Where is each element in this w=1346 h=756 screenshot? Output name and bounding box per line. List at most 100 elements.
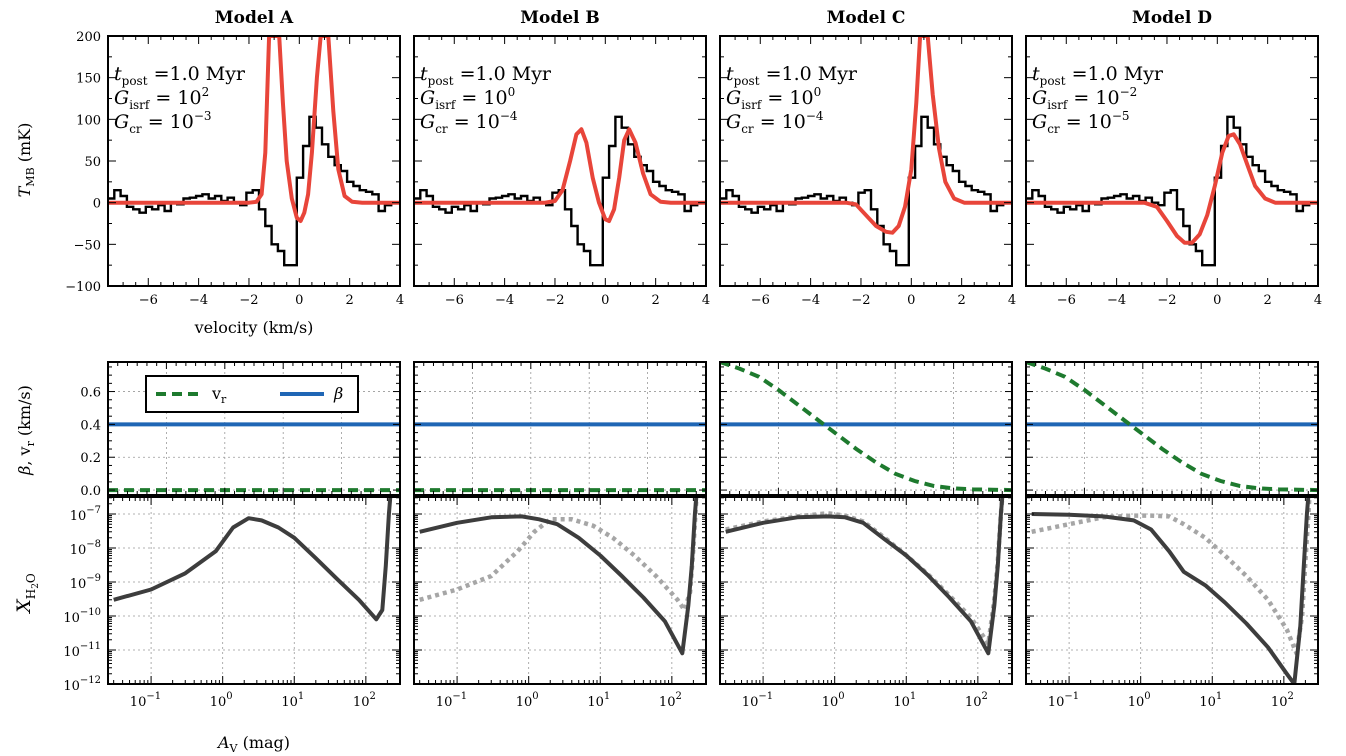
av-tick-label: 102 [1271, 691, 1294, 710]
abundance-clip [720, 497, 1012, 684]
legend-vr-label: vr [211, 384, 227, 406]
av-tick-label: 100 [822, 691, 845, 710]
abundance-tick-label: 10−12 [63, 675, 101, 694]
av-tick-label: 102 [659, 691, 682, 710]
av-tick-label: 102 [965, 691, 988, 710]
velocity-profile-plot [1025, 361, 1319, 496]
bottom-x-label: AV (mag) [216, 733, 290, 755]
abundance-dotted-line [419, 497, 699, 613]
velocity-clip [1026, 362, 1318, 495]
velocity-tick-label: −4 [801, 293, 820, 308]
velocity-tick-label: −2 [545, 293, 564, 308]
model-spectrum-line [720, 36, 1012, 235]
tmb-tick-label: 50 [84, 155, 101, 170]
abundance-tick-label: 10−10 [63, 607, 101, 626]
observed-spectrum-line [720, 115, 1010, 267]
model-spectrum-line [1026, 132, 1318, 245]
panel-title: Model D [1132, 8, 1212, 28]
mid-tick-label: 0.0 [80, 484, 101, 499]
av-tick-label: 101 [893, 691, 916, 710]
velocity-tick-label: 2 [346, 293, 354, 308]
annotation-t-post: tpost =1.0 Myr [420, 63, 552, 88]
velocity-tick-label: 2 [958, 293, 966, 308]
velocity-tick-label: 0 [295, 293, 303, 308]
abundance-tick-label: 10−11 [63, 641, 101, 660]
av-tick-label: 100 [516, 691, 539, 710]
annotation-t-post: tpost =1.0 Myr [114, 63, 246, 88]
tmb-tick-label: 150 [76, 72, 101, 87]
av-tick-label: 101 [281, 691, 304, 710]
spectrum-clip [414, 115, 706, 267]
spectrum-clip [720, 36, 1012, 267]
abundance-dotted-line [725, 497, 1005, 647]
av-tick-label: 10−1 [1048, 691, 1079, 710]
model-spectrum-line [414, 127, 706, 223]
abundance-frame [719, 496, 1013, 685]
observed-spectrum-line [414, 115, 704, 267]
abundance-tick-label: 10−9 [70, 573, 101, 592]
velocity-profile-plot [413, 361, 707, 496]
av-tick-label: 100 [1128, 691, 1151, 710]
av-tick-label: 10−1 [742, 691, 773, 710]
av-tick-label: 102 [353, 691, 376, 710]
abundance-plot: 10−1 100 101 102 [413, 496, 707, 710]
velocity-tick-label: 4 [702, 293, 710, 308]
velocity-profile-plot: 0.6 0.4 0.2 0.0 vr β [80, 361, 401, 499]
velocity-profile-plot [719, 361, 1013, 496]
abundance-frame [413, 496, 707, 685]
av-tick-label: 101 [587, 691, 610, 710]
velocity-tick-label: −4 [495, 293, 514, 308]
abundance-frame [107, 496, 401, 685]
av-tick-label: 10−1 [436, 691, 467, 710]
annotation-g-isrf: Gisrf = 100 [726, 85, 821, 112]
spectrum-plot: −6 −4 −2 0 2 4 200 150 100 50 0 −50 −100 tpost =1.0 M… [65, 30, 404, 308]
velocity-frame [413, 361, 707, 496]
bottom-y-label: XH2O [13, 573, 41, 615]
velocity-clip [414, 362, 706, 495]
annotation-t-post: tpost =1.0 Myr [1032, 63, 1164, 88]
abundance-solid-line [1031, 497, 1311, 684]
vr-line [720, 362, 1012, 493]
legend: vr β [145, 375, 359, 413]
legend-beta-label: β [333, 384, 343, 403]
abundance-plot: 10−1 100 101 102 [719, 496, 1013, 710]
abundance-tick-label: 10−7 [70, 505, 101, 524]
velocity-tick-label: −2 [851, 293, 870, 308]
annotation-g-cr: Gcr = 10−4 [726, 109, 824, 136]
vr-line [1026, 362, 1318, 493]
velocity-tick-label: 0 [1213, 293, 1221, 308]
annotation-g-cr: Gcr = 10−5 [1032, 109, 1130, 136]
annotation-g-cr: Gcr = 10−3 [114, 109, 212, 136]
mid-tick-label: 0.2 [80, 451, 101, 466]
velocity-tick-label: −2 [1157, 293, 1176, 308]
velocity-tick-label: 2 [652, 293, 660, 308]
abundance-solid-line [113, 497, 393, 622]
velocity-tick-label: −2 [239, 293, 258, 308]
abundance-solid-line [419, 497, 699, 656]
observed-spectrum-line [108, 115, 398, 267]
mid-tick-label: 0.4 [80, 418, 101, 433]
panel-model-a: Model A −6 −4 −2 0 2 4 200 150 100 50 0 −50 −100 tpost… [63, 8, 404, 710]
spectrum-clip [108, 36, 400, 267]
velocity-tick-label: 2 [1264, 293, 1272, 308]
velocity-tick-label: 0 [601, 293, 609, 308]
mid-tick-label: 0.6 [80, 386, 101, 401]
panel-title: Model C [827, 8, 906, 28]
velocity-tick-label: −4 [189, 293, 208, 308]
mid-y-label: β, vr (km/s) [15, 385, 37, 476]
tmb-tick-label: 200 [76, 30, 101, 45]
abundance-clip [108, 497, 400, 684]
top-x-label: velocity (km/s) [194, 318, 314, 337]
abundance-plot: 10−1 100 101 102 10−7 10−8 10−9 10−10 10−11 10−12 [63, 496, 401, 710]
velocity-tick-label: −4 [1107, 293, 1126, 308]
tmb-tick-label: −100 [65, 280, 101, 295]
observed-spectrum-line [1026, 115, 1316, 267]
tmb-tick-label: −50 [74, 238, 101, 253]
av-tick-label: 101 [1199, 691, 1222, 710]
model-spectrum-line [108, 36, 400, 223]
